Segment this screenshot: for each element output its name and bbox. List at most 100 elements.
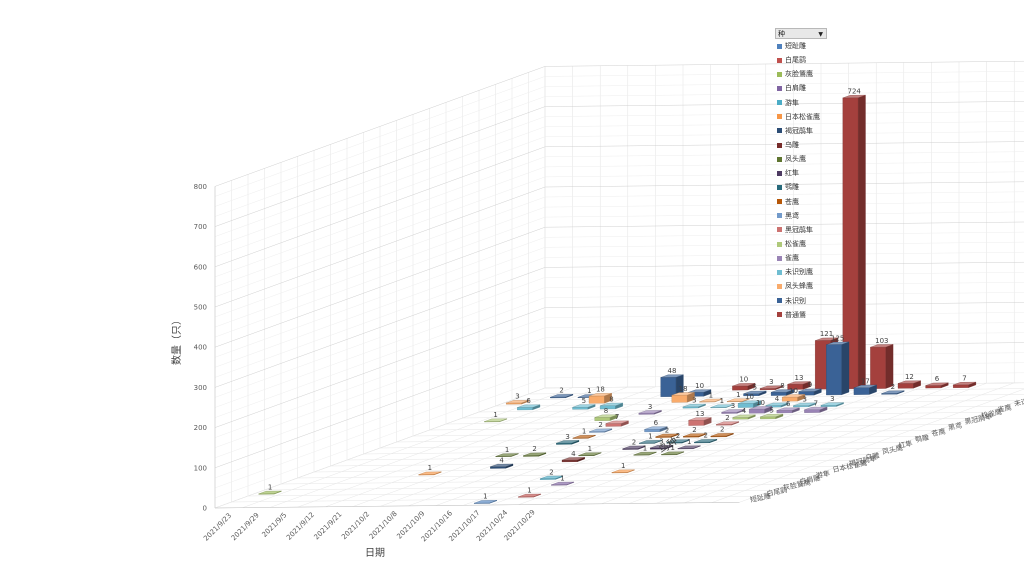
depth-tick-label: 鹗雕 [914,433,930,445]
x-tick-label: 2021/9/21 [313,510,344,541]
bar: 10 [749,399,773,414]
y-tick-label: 600 [194,263,207,271]
y-tick-label: 700 [194,223,207,231]
bar: 1 [677,438,701,450]
legend-filter-button[interactable]: 种 ▼ [775,28,827,39]
data-label: 7 [615,413,619,421]
bar: 6 [776,400,800,414]
bar: 6 [925,375,949,389]
bar: 724 [842,88,866,390]
depth-tick-label: 白尾鹞 [766,485,788,498]
legend-label: 乌雕 [785,141,799,150]
x-tick-label: 2021/9/5 [261,511,289,539]
data-label: 1 [587,387,591,395]
depth-tick-label: 短趾雕 [749,491,771,504]
legend-label: 雀鹰 [785,254,799,263]
legend-label: 黑冠鹃隼 [785,225,813,234]
x-tick-label: 2021/9/23 [202,512,233,543]
depth-tick-label: 松雀鹰 [980,407,1002,420]
bar: 3 [721,402,745,414]
bar: 2 [550,387,574,399]
bar: 2 [683,426,707,438]
legend-item: 苍鹰 [775,195,827,209]
legend-swatch [777,213,782,219]
data-label: 13 [696,410,705,418]
bar: 8 [770,382,794,396]
legend-swatch [777,170,782,176]
data-label: 1 [588,445,592,453]
y-tick-label: 0 [203,505,207,513]
legend-swatch [777,298,782,304]
data-label: 2 [549,468,553,476]
bar: 1 [638,433,662,444]
data-label: 7 [814,399,818,407]
bar: 12 [897,373,921,389]
bar: 2 [622,438,646,450]
y-tick-label: 200 [194,424,207,432]
data-label: 8 [604,407,608,415]
bar: 2 [716,414,740,426]
bar: 3 [638,403,662,415]
legend-item: 松雀鹰 [775,237,827,251]
legend-label: 鹗雕 [785,183,799,192]
legend-items: 短趾雕 白尾鹞 灰脸鵟鹰 白肩雕 游隼 日本松雀鹰 褐冠鹃隼 乌雕 凤头鹰 红隼 鹗雕 苍鹰 黑鸢 黑冠鹃… [775,39,827,322]
bar: 13 [688,410,712,426]
bar: 1 [661,444,685,456]
legend-label: 未识别鹰 [785,268,813,277]
legend-swatch [777,255,782,261]
bar: 3 [506,393,530,405]
bar: 4 [490,456,514,469]
data-label: 3 [830,395,834,403]
data-label: 724 [848,88,862,96]
bar: 13 [787,374,811,390]
legend-swatch [777,57,782,63]
legend-item: 黑冠鹃隼 [775,223,827,237]
legend-label: 凤头蜂鹰 [785,282,813,291]
data-label: 4 [742,407,747,415]
data-label: 13 [795,374,804,382]
bar: 17 [853,377,877,395]
data-label: 10 [789,387,798,395]
bar: 48 [660,367,684,397]
y-axis-ticks: 0 100 200 300 400 500 600 700 800 [194,183,207,513]
depth-tick-label: 游隼 [815,469,831,481]
data-label: 2 [891,383,895,391]
bar: 1 [495,446,519,457]
bar: 4 [765,395,789,408]
bar: 2 [881,383,905,395]
data-label: 3 [659,438,663,446]
data-label: 3 [731,402,735,410]
legend-label: 日本松雀鹰 [785,112,820,121]
data-label: 1 [621,462,625,470]
bar: 1 [578,445,602,457]
x-tick-label: 2021/10/8 [368,510,399,541]
data-label: 7 [962,375,966,383]
y-tick-label: 300 [194,384,207,392]
legend-swatch [777,156,782,162]
data-label: 4 [775,395,780,403]
y-tick-label: 100 [194,464,207,472]
y-axis-title: 数量（只） [170,315,183,365]
data-label: 6 [654,419,659,427]
data-label: 4 [499,456,504,464]
legend-swatch [777,100,782,106]
bar: 3 [759,378,783,391]
bar: 9 [798,381,822,396]
depth-tick-label: 雀鹰 [997,403,1013,415]
legend-label: 红隼 [785,169,799,178]
bar: 1 [710,397,734,409]
legend-item: 日本松雀鹰 [775,110,827,124]
data-label: 5 [582,397,586,405]
data-label: 2 [559,387,563,395]
data-label: 1 [643,444,647,452]
legend-label: 白肩雕 [785,84,806,93]
data-label: 17 [861,377,870,385]
bar: 7 [953,375,977,388]
bar: 3 [556,433,580,445]
data-label: 2 [532,445,536,453]
data-label: 3 [769,378,773,386]
data-label: 2 [703,432,707,440]
data-label: 6 [935,375,940,383]
